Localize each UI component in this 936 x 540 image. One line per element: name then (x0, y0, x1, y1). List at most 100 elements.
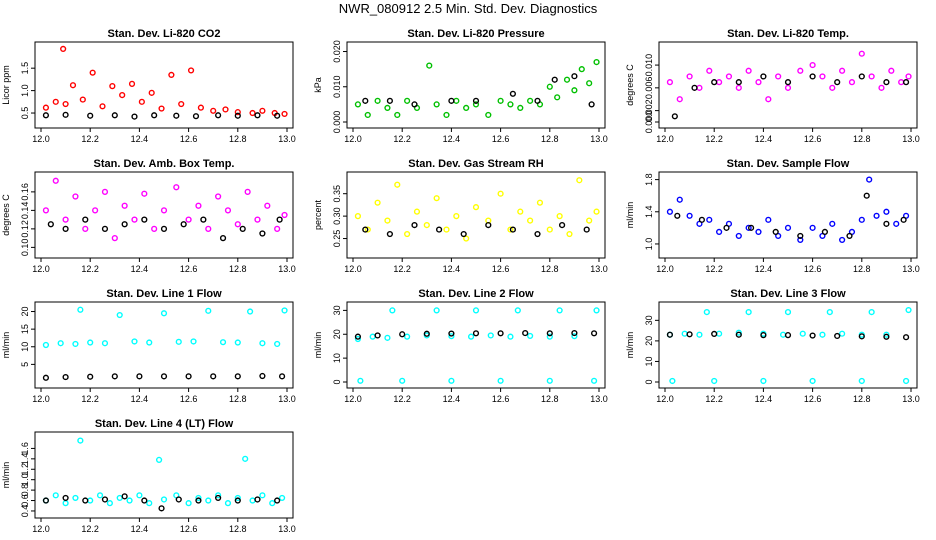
y-tick-label: 20 (644, 336, 654, 346)
data-point-cyan (278, 494, 286, 502)
y-axis-label: ml/min (1, 462, 11, 489)
data-point-magenta (111, 235, 118, 242)
data-point-black (834, 332, 841, 340)
data-point-cyan (234, 339, 241, 346)
data-point-magenta (92, 207, 99, 214)
data-point-magenta (264, 202, 271, 209)
data-point-yellow (433, 195, 440, 202)
data-point-cyan (760, 377, 767, 385)
data-point-cyan (57, 340, 64, 347)
data-point-blue (866, 176, 873, 183)
y-tick-label: 0.5 (20, 107, 30, 120)
data-point-yellow (443, 226, 450, 233)
data-point-black (558, 221, 566, 229)
data-point-black (362, 97, 369, 104)
data-point-yellow (463, 235, 470, 242)
y-tick-label: 0.12 (20, 220, 30, 238)
data-point-black (151, 112, 158, 119)
data-point-cyan (62, 500, 69, 507)
x-tick-label: 12.2 (81, 134, 99, 144)
x-tick-label: 12.0 (344, 394, 362, 404)
data-point-black (42, 497, 50, 504)
data-point-yellow (413, 208, 421, 215)
data-point-blue (829, 220, 836, 227)
data-point-black (858, 73, 865, 80)
data-point-magenta (878, 84, 885, 91)
data-point-cyan (101, 340, 109, 347)
plot-frame (34, 171, 294, 259)
panel-6: Stan. Dev. Sample Flow ml/min 12.0 12.2 12.4… (625, 158, 920, 274)
data-point-black (821, 228, 829, 235)
data-point-cyan (175, 338, 182, 345)
data-point-magenta (281, 211, 288, 219)
data-point-black (571, 329, 578, 337)
data-point-cyan (77, 437, 84, 444)
data-point-black (82, 216, 89, 223)
data-point-blue (745, 224, 752, 231)
x-tick-label: 12.2 (393, 264, 411, 274)
data-point-black (101, 225, 109, 232)
data-point-cyan (404, 333, 411, 340)
data-point-magenta (676, 96, 683, 103)
x-tick-label: 12.8 (853, 394, 871, 404)
data-point-magenta (905, 73, 912, 80)
panel-title: Stan. Dev. Li-820 Pressure (407, 28, 544, 40)
data-point-black (747, 224, 755, 231)
x-tick-label: 12.4 (443, 134, 461, 144)
data-point-cyan (281, 307, 288, 314)
data-point-blue (755, 228, 762, 235)
data-point-black (111, 112, 118, 119)
data-point-red (210, 107, 217, 114)
x-tick-label: 12.0 (32, 394, 50, 404)
x-tick-label: 13.0 (278, 524, 296, 534)
x-tick-label: 12.0 (656, 394, 674, 404)
y-tick-label: 0.4 (20, 505, 30, 518)
x-tick-label: 12.0 (32, 264, 50, 274)
x-tick-label: 12.4 (443, 394, 461, 404)
x-tick-label: 13.0 (278, 394, 296, 404)
data-point-black (62, 225, 69, 232)
data-point-magenta (868, 73, 875, 80)
panel-7: Stan. Dev. Line 1 Flow ml/min 12.0 12.2 12.4… (1, 288, 296, 404)
data-point-black (121, 493, 128, 500)
x-tick-label: 12.8 (229, 134, 247, 144)
x-tick-label: 12.8 (853, 134, 871, 144)
panel-title: Stan. Dev. Line 1 Flow (106, 288, 222, 300)
data-point-green (354, 101, 362, 108)
panel-title: Stan. Dev. Li-820 Temp. (727, 28, 849, 40)
data-point-black (195, 497, 202, 504)
data-point-yellow (497, 190, 504, 197)
x-tick-label: 12.6 (180, 394, 198, 404)
data-point-black (185, 373, 192, 380)
y-tick-label: 0.14 (20, 202, 30, 220)
data-point-magenta (696, 84, 703, 91)
x-tick-label: 12.2 (81, 524, 99, 534)
data-point-magenta (716, 79, 723, 86)
data-point-blue (809, 224, 816, 231)
x-tick-label: 12.6 (180, 134, 198, 144)
x-tick-label: 12.8 (853, 264, 871, 274)
data-point-yellow (556, 213, 563, 220)
data-point-magenta (131, 216, 138, 223)
data-point-black (173, 112, 180, 119)
data-point-green (404, 97, 411, 104)
panel-2: Stan. Dev. Li-820 Pressure kPa 12.0 12.2 12.… (313, 28, 608, 144)
data-point-red (69, 82, 77, 89)
data-point-red (148, 89, 155, 96)
data-point-cyan (703, 309, 710, 316)
data-point-green (578, 66, 585, 73)
data-point-black (509, 226, 517, 233)
x-tick-label: 12.8 (541, 264, 559, 274)
data-point-cyan (556, 307, 563, 314)
y-tick-label: 0.010 (644, 54, 654, 77)
data-point-magenta (254, 216, 261, 223)
data-point-black (47, 221, 54, 228)
y-tick-label: 0.002 (644, 99, 654, 122)
data-point-black (362, 226, 369, 233)
x-tick-label: 12.6 (492, 134, 510, 144)
data-point-black (87, 112, 94, 119)
data-point-magenta (244, 188, 251, 195)
data-point-cyan (185, 500, 192, 507)
data-point-black (141, 497, 148, 504)
data-point-cyan (905, 306, 912, 314)
